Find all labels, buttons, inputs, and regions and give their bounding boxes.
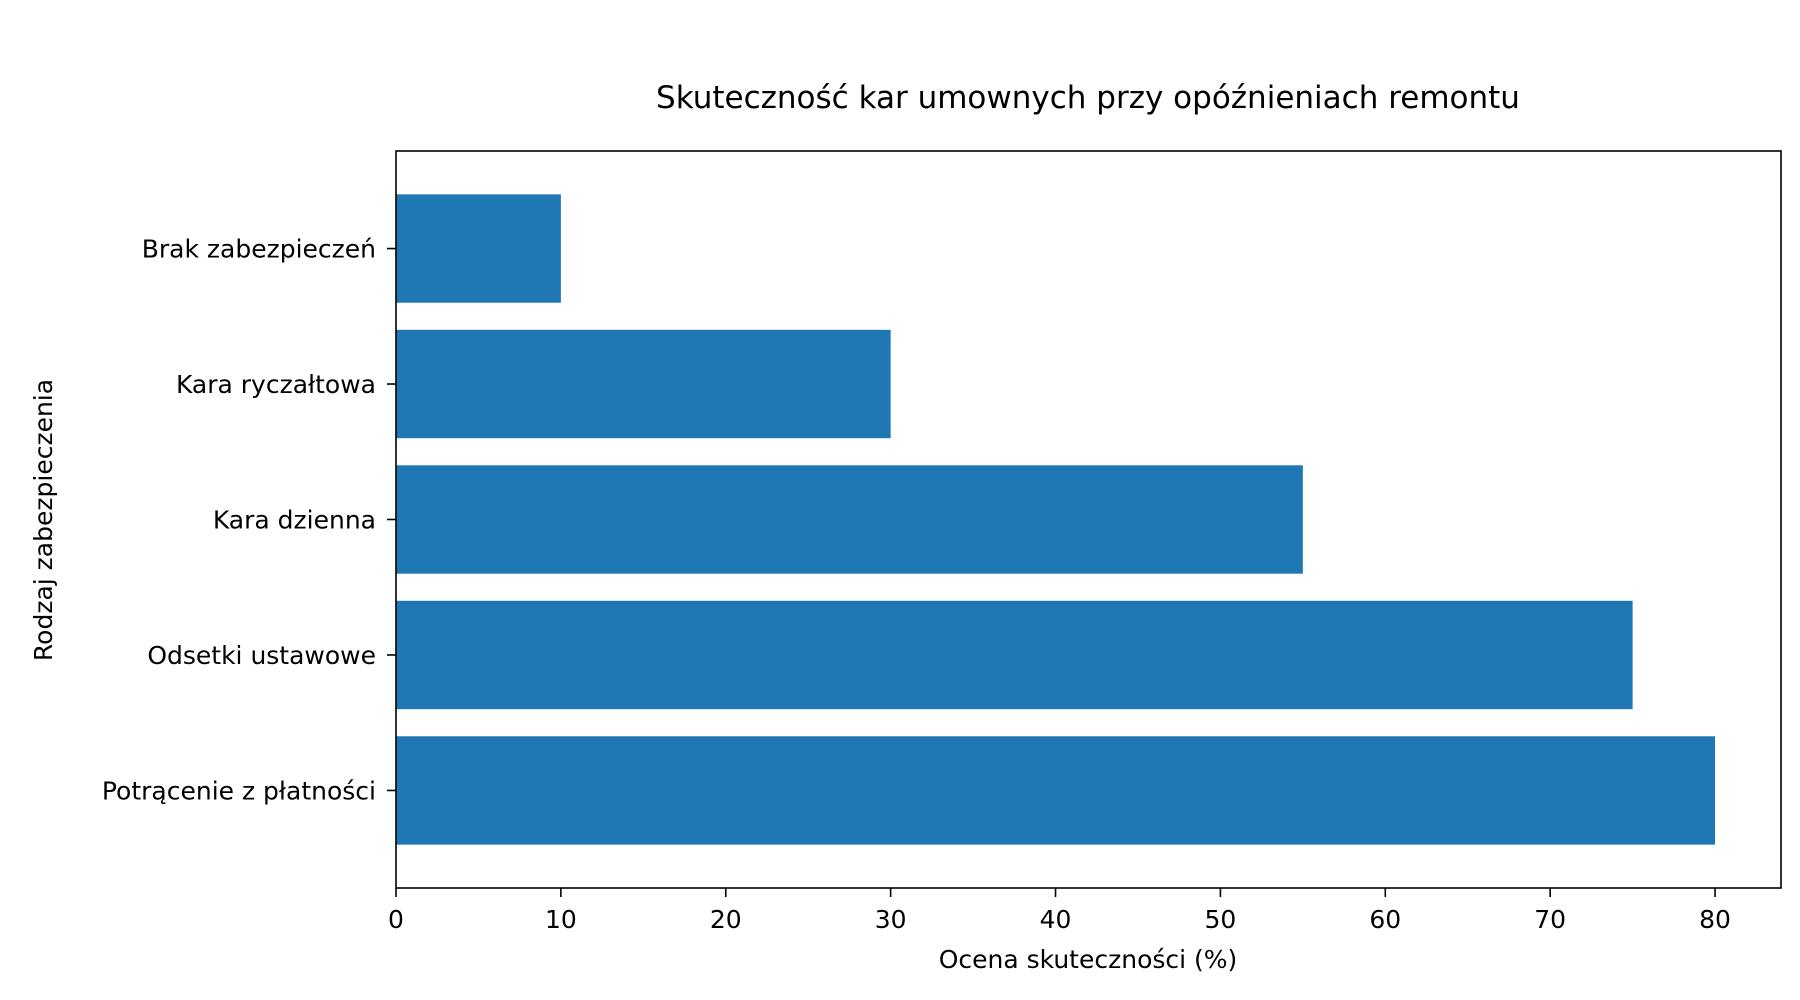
x-tick-label: 80 (1699, 905, 1731, 934)
y-tick-label: Kara dzienna (213, 506, 376, 535)
y-tick-label: Potrącenie z płatności (102, 776, 376, 805)
bars-group (396, 194, 1716, 845)
bar (396, 736, 1716, 845)
x-tick-label: 20 (710, 905, 742, 934)
x-axis-label: Ocena skuteczności (%) (939, 945, 1238, 974)
y-tick-label: Odsetki ustawowe (147, 641, 376, 670)
y-axis-label: Rodzaj zabezpieczenia (29, 379, 58, 661)
y-tick-label: Kara ryczałtowa (176, 370, 376, 399)
x-tick-label: 30 (875, 905, 907, 934)
bar (396, 194, 561, 303)
chart-title: Skuteczność kar umownych przy opóźnienia… (656, 80, 1520, 116)
y-tick-label: Brak zabezpieczeń (142, 235, 376, 264)
bar (396, 465, 1303, 574)
x-tick-label: 40 (1040, 905, 1072, 934)
x-tick-label: 70 (1534, 905, 1566, 934)
y-axis-ticks: Brak zabezpieczeń Kara ryczałtowa Kara dzi… (102, 235, 396, 805)
x-axis-ticks: 0 10 20 30 40 50 60 70 80 (388, 888, 1731, 934)
x-tick-label: 0 (388, 905, 404, 934)
x-tick-label: 50 (1204, 905, 1236, 934)
bar (396, 329, 891, 439)
bar (396, 600, 1633, 710)
x-tick-label: 10 (545, 905, 577, 934)
x-tick-label: 60 (1369, 905, 1401, 934)
